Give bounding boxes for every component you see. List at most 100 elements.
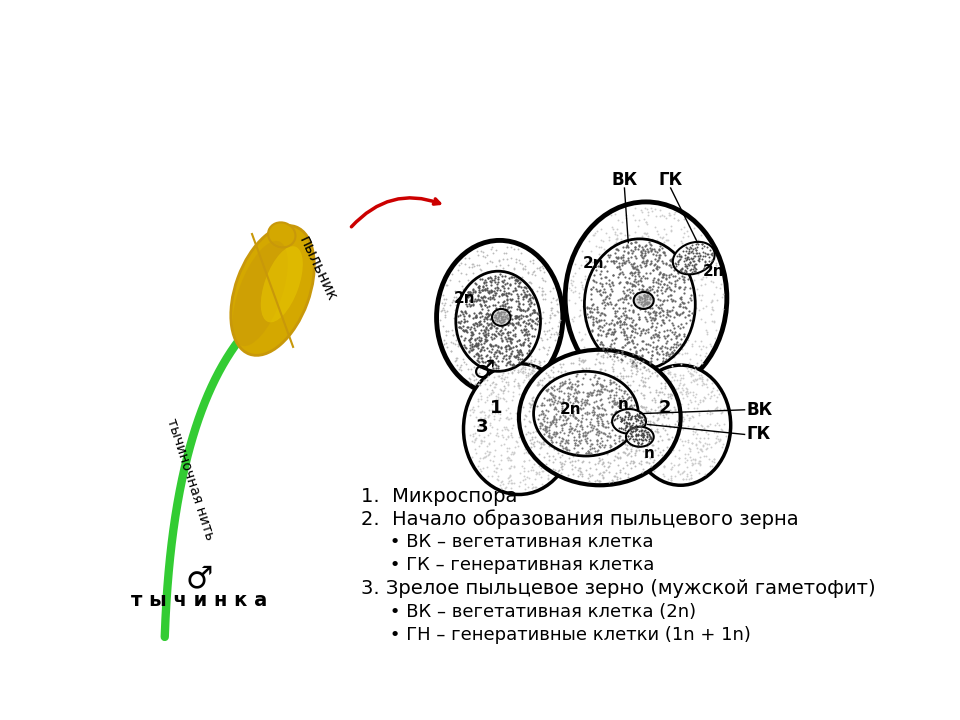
- Point: [655, 287, 670, 298]
- Point: [678, 311, 693, 323]
- Point: [608, 233, 623, 244]
- Point: [702, 240, 717, 251]
- Point: [601, 318, 616, 330]
- Point: [510, 318, 525, 330]
- Point: [471, 320, 487, 331]
- Point: [567, 410, 583, 422]
- Point: [694, 373, 709, 384]
- Point: [504, 431, 519, 443]
- Point: [499, 305, 515, 317]
- Point: [465, 369, 480, 380]
- Point: [699, 378, 714, 390]
- Point: [609, 382, 624, 394]
- Point: [543, 440, 559, 451]
- Point: [687, 258, 703, 270]
- Point: [613, 394, 629, 405]
- Point: [499, 315, 515, 327]
- Point: [630, 408, 645, 419]
- Point: [497, 323, 513, 335]
- Point: [500, 312, 516, 324]
- Point: [529, 312, 544, 324]
- Point: [444, 345, 459, 356]
- Point: [547, 418, 563, 430]
- Point: [646, 283, 661, 294]
- Point: [674, 372, 689, 384]
- Point: [566, 382, 582, 393]
- Point: [633, 387, 648, 398]
- Point: [612, 424, 628, 436]
- Point: [564, 274, 579, 286]
- Point: [481, 449, 496, 460]
- Point: [620, 407, 636, 418]
- Point: [525, 307, 540, 319]
- Point: [475, 292, 491, 303]
- Point: [522, 427, 538, 438]
- Point: [664, 347, 680, 359]
- Point: [638, 405, 654, 417]
- Point: [465, 289, 480, 300]
- Point: [484, 318, 499, 329]
- Point: [688, 348, 704, 360]
- Point: [540, 384, 555, 396]
- Point: [559, 436, 574, 447]
- Point: [459, 325, 474, 337]
- Point: [502, 343, 517, 354]
- Point: [499, 253, 515, 264]
- Point: [544, 433, 560, 444]
- Point: [521, 344, 537, 356]
- Point: [601, 343, 616, 355]
- Point: [610, 233, 625, 244]
- Point: [651, 275, 666, 287]
- Point: [660, 246, 675, 257]
- Point: [515, 432, 530, 444]
- Point: [525, 336, 540, 347]
- Point: [693, 249, 708, 261]
- Point: [622, 400, 637, 412]
- Point: [496, 306, 512, 318]
- Point: [631, 428, 646, 439]
- Point: [607, 310, 622, 322]
- Point: [546, 392, 562, 404]
- Point: [593, 400, 609, 411]
- Point: [468, 310, 484, 321]
- Point: [577, 273, 592, 284]
- Point: [657, 444, 672, 456]
- Point: [585, 366, 600, 377]
- Point: [608, 299, 623, 310]
- Point: [468, 311, 484, 323]
- Point: [648, 409, 663, 420]
- Point: [653, 241, 668, 253]
- Point: [574, 276, 589, 288]
- Point: [491, 282, 506, 294]
- Point: [490, 313, 505, 325]
- Point: [471, 282, 487, 294]
- Point: [602, 374, 617, 386]
- Point: [588, 445, 603, 456]
- Point: [645, 342, 660, 354]
- Point: [646, 280, 661, 292]
- Point: [492, 316, 508, 328]
- Point: [449, 353, 465, 364]
- Point: [671, 464, 686, 476]
- Point: [552, 421, 567, 433]
- Point: [468, 310, 483, 322]
- Point: [612, 431, 628, 442]
- Point: [634, 241, 649, 253]
- Point: [566, 434, 582, 446]
- Point: [574, 420, 589, 431]
- Point: [683, 451, 698, 463]
- Point: [697, 254, 712, 266]
- Point: [534, 418, 549, 429]
- Point: [564, 284, 579, 295]
- Point: [661, 259, 677, 271]
- Point: [627, 405, 642, 416]
- Point: [619, 456, 635, 468]
- Point: [582, 468, 597, 480]
- Point: [678, 406, 693, 418]
- Point: [622, 447, 637, 459]
- Point: [631, 339, 646, 351]
- Point: [585, 300, 600, 311]
- Point: [492, 339, 508, 351]
- Point: [563, 440, 578, 451]
- Point: [662, 323, 678, 334]
